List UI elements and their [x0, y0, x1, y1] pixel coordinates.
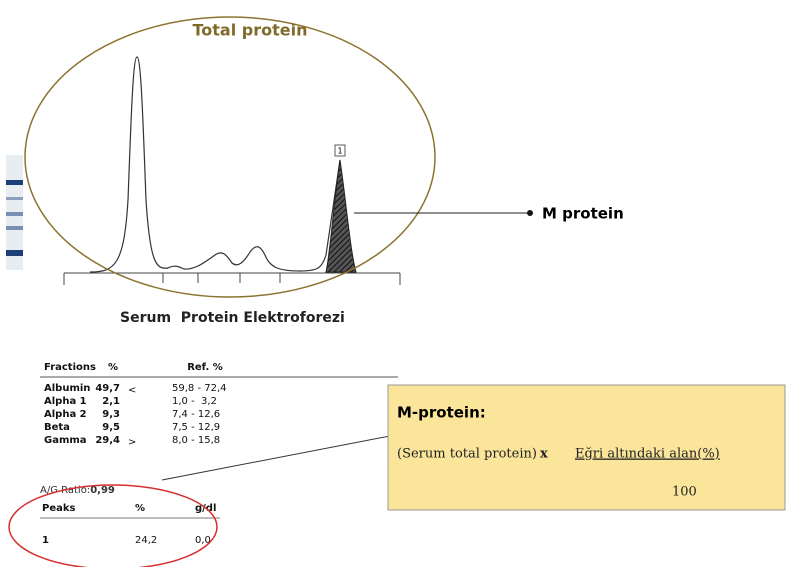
formula-denominator: 100: [672, 485, 697, 500]
axis: [64, 273, 400, 285]
figure: 1 Total protein M protein Serum Protein …: [0, 0, 786, 567]
fraction-ref: 59,8 - 72,4: [172, 383, 227, 394]
ag-value: 0,99: [90, 485, 115, 496]
formula-title: M-protein:: [397, 404, 486, 422]
fraction-flag: <: [128, 385, 136, 396]
fraction-name: Albumin: [44, 383, 90, 394]
m-spike: [326, 160, 356, 272]
fraction-name: Alpha 1: [44, 396, 87, 407]
formula-op: x: [540, 447, 548, 462]
fraction-percent: 9,3: [102, 409, 120, 420]
chart-title: Serum Protein Elektroforezi: [120, 310, 345, 326]
peaks-header: Peaks: [42, 503, 76, 514]
page: 1 Total protein M protein Serum Protein …: [0, 0, 786, 571]
fraction-name: Beta: [44, 422, 70, 433]
table-header: Ref. %: [187, 362, 223, 373]
fraction-ref: 7,5 - 12,9: [172, 422, 220, 433]
fraction-name: Alpha 2: [44, 409, 87, 420]
fraction-name: Gamma: [44, 435, 87, 446]
peaks-header: %: [135, 503, 145, 514]
callout-label: M protein: [542, 205, 624, 223]
fraction-ref: 8,0 - 15,8: [172, 435, 220, 446]
peaks-cell: 1: [42, 535, 49, 546]
fraction-flag: >: [128, 437, 136, 448]
table-header: %: [108, 362, 118, 373]
total-ellipse: [25, 17, 435, 297]
fraction-ref: 7,4 - 12,6: [172, 409, 220, 420]
spe-curve: [90, 57, 340, 272]
fraction-percent: 29,4: [95, 435, 120, 446]
formula-right: Eğri altındaki alan(%): [575, 447, 720, 462]
total-title: Total protein: [193, 21, 308, 40]
fractions-table: Fractions% Ref. % Albumin 49,7 <59,8 - 72,4 A…: [44, 362, 227, 448]
fraction-ref: 1,0 - 3,2: [172, 396, 217, 407]
callout-dot: [527, 210, 533, 216]
gel-strip: [6, 155, 23, 270]
table-header: Fractions: [44, 362, 96, 373]
fraction-percent: 2,1: [102, 396, 120, 407]
peaks-cell: 24,2: [135, 535, 157, 546]
fraction-percent: 49,7: [95, 383, 120, 394]
peaks-ellipse: [9, 485, 217, 567]
formula-left: (Serum total protein): [397, 447, 537, 462]
peak-marker: 1: [337, 147, 342, 156]
fraction-percent: 9,5: [102, 422, 120, 433]
